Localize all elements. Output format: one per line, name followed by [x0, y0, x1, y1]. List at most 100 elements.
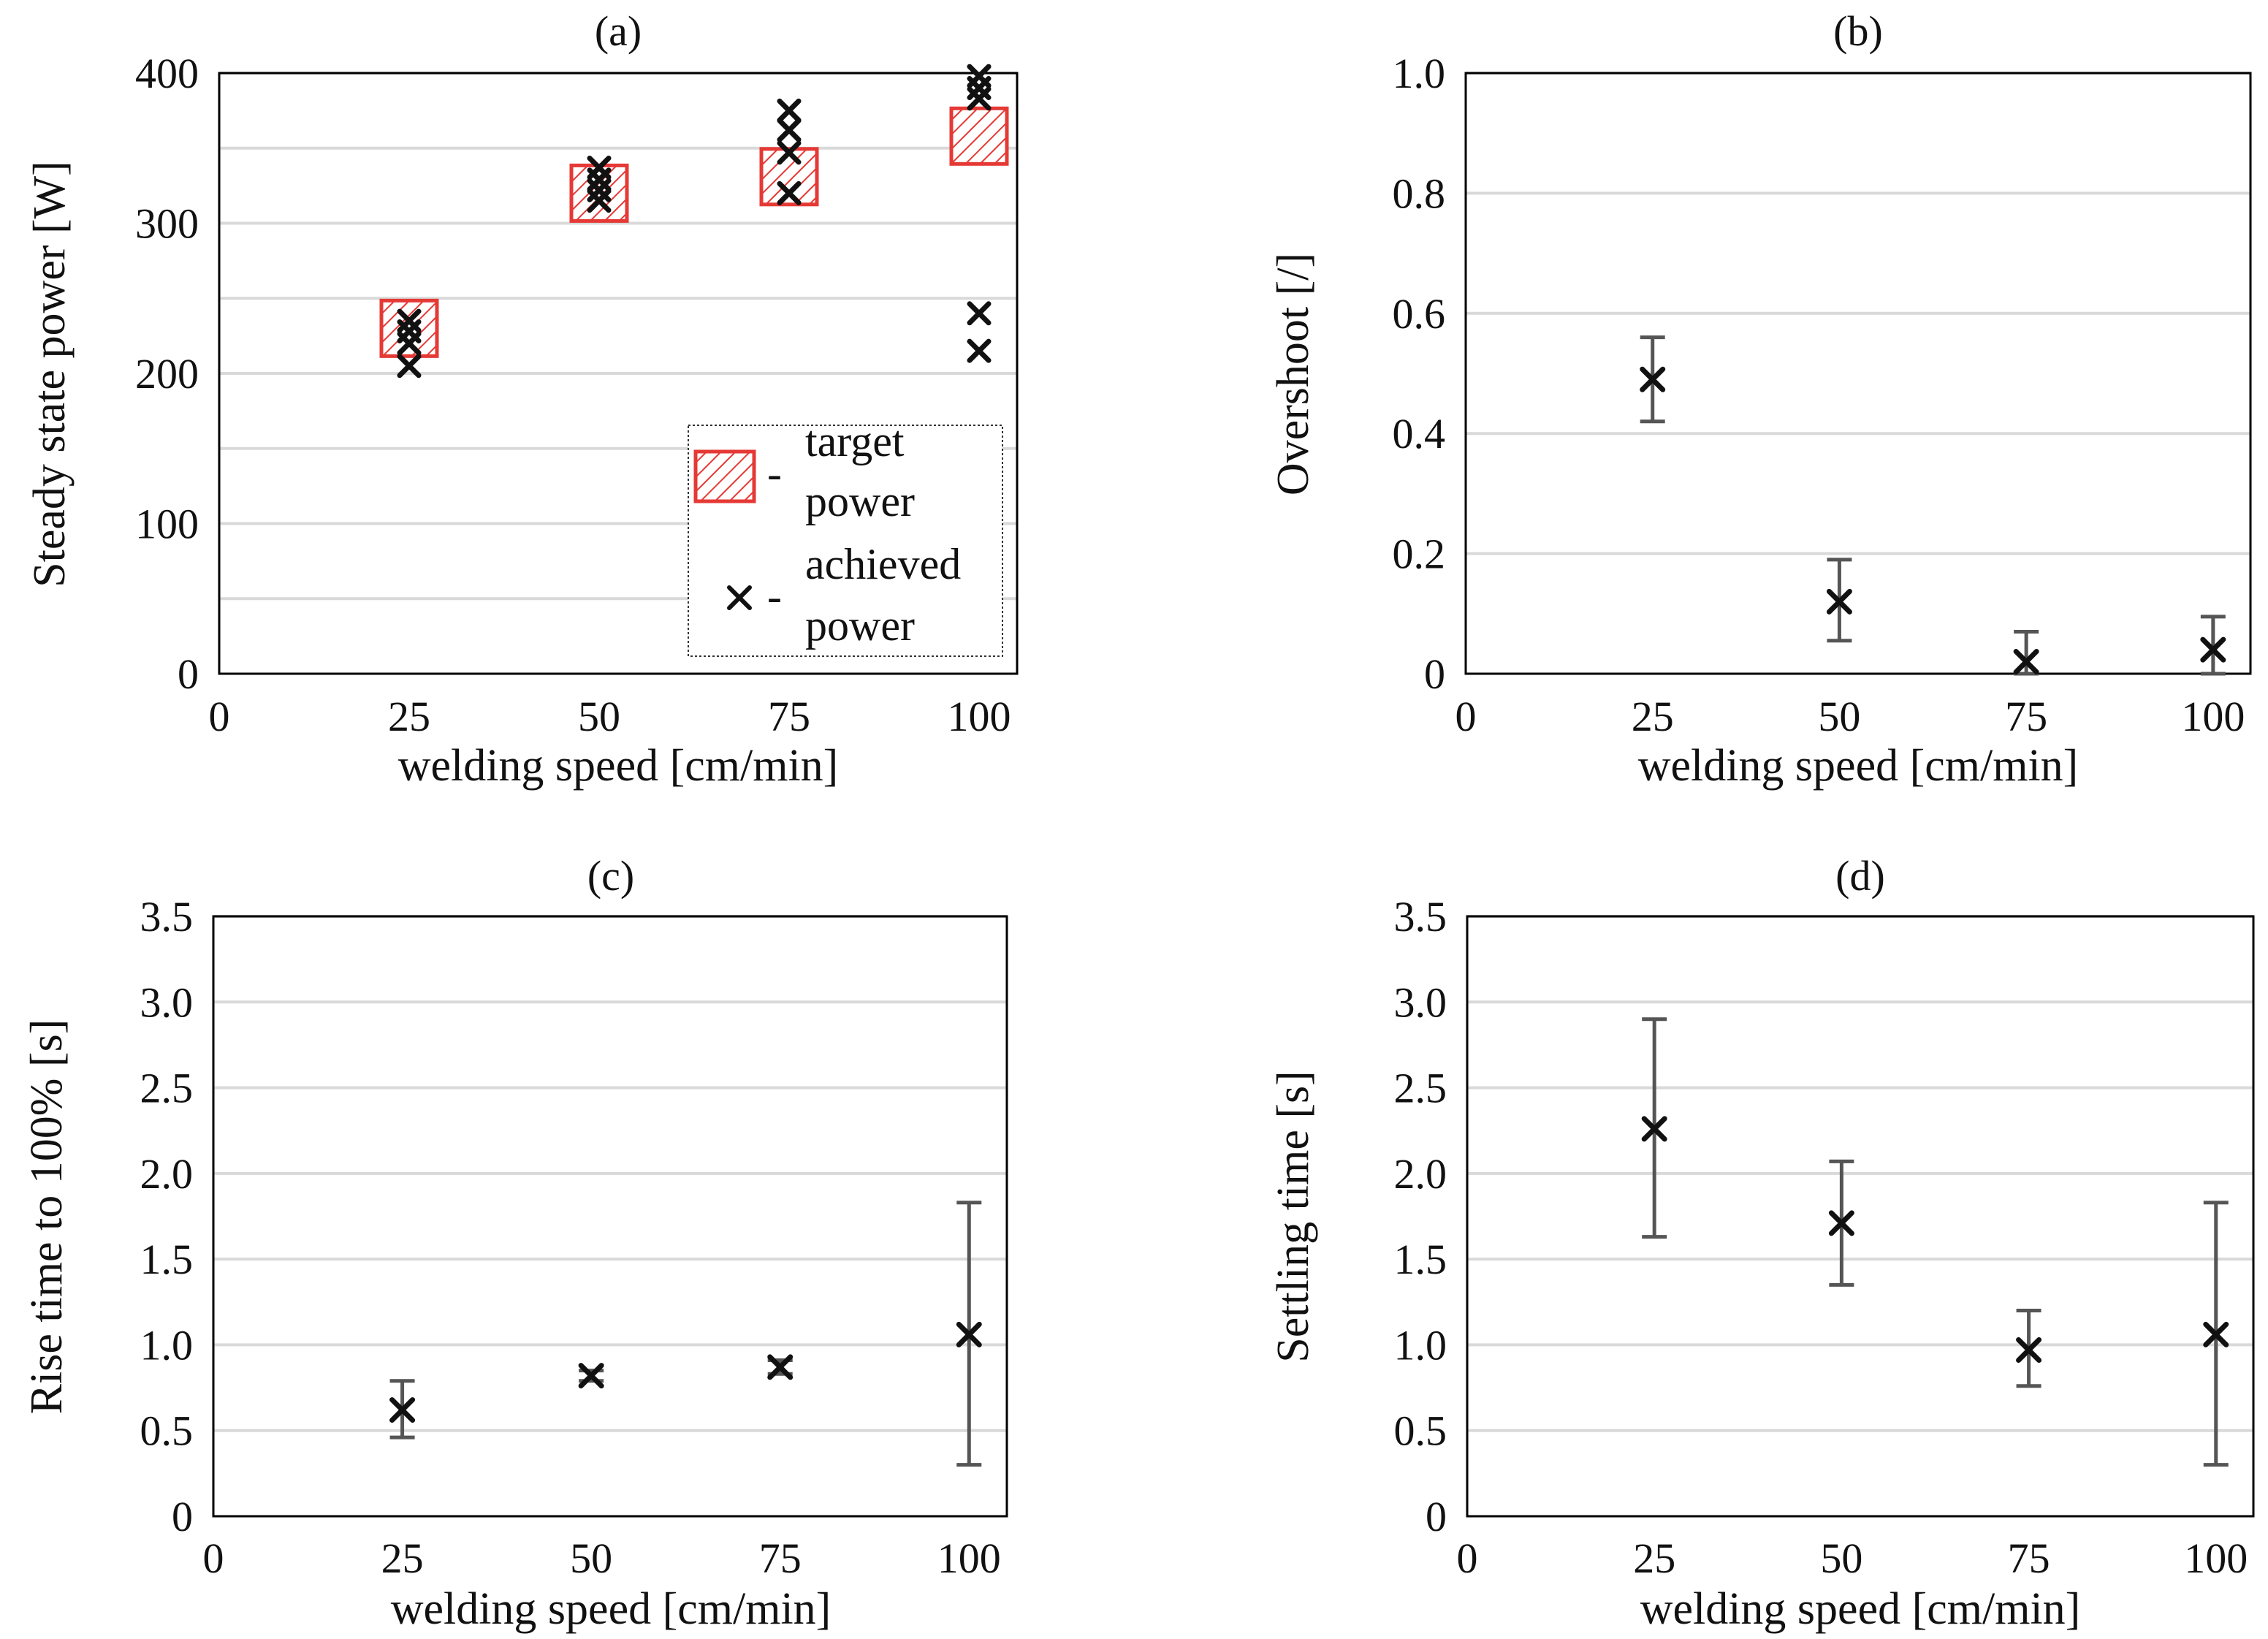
panel-d-y-tick-label: 0.5 [1394, 1407, 1447, 1455]
panel-b-y-tick-label: 0.6 [1393, 290, 1446, 338]
panel-b-y-tick-label: 0.8 [1393, 170, 1446, 217]
panel-d-y-tick-label: 3.5 [1394, 893, 1447, 940]
panel-c-y-ticks: 0 0.5 1.0 1.5 2.0 2.5 3.0 3.5 [140, 893, 194, 1540]
achieved-power-marker [777, 180, 802, 205]
panel-d-x-tick-label: 25 [1633, 1535, 1675, 1582]
panel-b-y-axis-title: Overshoot [/] [1268, 253, 1318, 495]
panel-b: (b) 0 0.2 0.4 0.6 0.8 1.0 0 25 50 75 100 welding … [1268, 7, 2252, 791]
panel-d-y-axis-title: Settling time [s] [1268, 1071, 1318, 1363]
panel-c-plot-frame [212, 915, 1008, 1518]
panel-a-x-tick-label: 50 [578, 693, 620, 740]
panel-c-y-tick-label: 2.0 [140, 1150, 194, 1198]
panel-d-title: (d) [1835, 852, 1885, 900]
legend-achieved-marker [727, 585, 752, 610]
panel-c-x-tick-label: 100 [937, 1535, 1001, 1582]
panel-b-gridlines [1466, 72, 2250, 555]
panel-a-y-axis-title: Steady state power [W] [25, 161, 75, 587]
achieved-power-marker [967, 86, 992, 111]
panel-c-gridlines [213, 915, 1007, 1432]
panel-a-plot-frame [218, 72, 1019, 675]
panel-b-data-marker [1826, 588, 1852, 615]
legend-target-line-2: power [805, 477, 915, 525]
legend-target-swatch [693, 449, 756, 503]
panel-c: (c) 0 0.5 1.0 1.5 2.0 2.5 3.0 3.5 0 25 50 75 100 we… [22, 852, 1008, 1634]
panel-c-data-marker [956, 1321, 982, 1347]
panel-d-x-ticks: 0 25 50 75 100 [1457, 1535, 2248, 1582]
panel-b-y-tick-label: 0.4 [1393, 410, 1446, 457]
panel-c-y-tick-label: 3.0 [140, 978, 194, 1026]
panel-b-x-tick-label: 100 [2181, 693, 2245, 740]
panel-d-data-marker [2203, 1321, 2229, 1347]
legend-achieved-line-1: achieved [805, 540, 961, 588]
panel-a-title: (a) [595, 7, 642, 55]
panel-a-target-boxes [379, 106, 1009, 358]
panel-c-y-tick-label: 0.5 [140, 1407, 194, 1455]
panel-c-x-tick-label: 25 [381, 1535, 424, 1582]
panel-a-x-ticks: 0 25 50 75 100 [209, 693, 1011, 740]
panel-b-plot-frame [1464, 72, 2252, 675]
panel-a-x-tick-label: 75 [768, 693, 810, 740]
panel-d-x-tick-label: 0 [1457, 1535, 1478, 1582]
panel-a-y-tick-label: 0 [178, 650, 199, 698]
panel-c-y-axis-title: Rise time to 100% [s] [22, 1019, 72, 1415]
achieved-power-marker [777, 98, 802, 123]
panel-c-x-axis-title: welding speed [cm/min] [391, 1584, 832, 1634]
legend-target-dash: - [767, 449, 782, 498]
achieved-power-marker [587, 189, 612, 213]
achieved-power-marker [397, 331, 422, 356]
panel-b-data-marker [2013, 649, 2039, 675]
achieved-power-marker [777, 140, 802, 165]
panel-a-legend: - target power - achieved power [688, 417, 1003, 657]
panel-d-gridlines [1467, 915, 2253, 1432]
panel-d-x-tick-label: 100 [2184, 1535, 2248, 1582]
achieved-power-marker [967, 301, 992, 326]
panel-c-y-tick-label: 0 [172, 1493, 193, 1540]
panel-b-data-marker [2200, 636, 2226, 663]
panel-c-x-tick-label: 75 [759, 1535, 802, 1582]
panel-d-y-tick-label: 2.0 [1394, 1150, 1447, 1198]
panel-d-y-tick-label: 1.5 [1394, 1236, 1447, 1283]
panel-d-data-marker [2016, 1336, 2042, 1363]
panel-b-y-tick-label: 0 [1424, 650, 1445, 698]
panel-c-y-tick-label: 3.5 [140, 893, 194, 940]
panel-a-y-tick-label: 400 [135, 50, 199, 97]
target-power-box [949, 106, 1009, 166]
panel-c-y-tick-label: 2.5 [140, 1065, 194, 1112]
panel-b-data-marker [1640, 366, 1666, 392]
panel-a-x-tick-label: 0 [209, 693, 230, 740]
panel-c-data-marker [578, 1363, 604, 1389]
panel-d-plot-frame [1466, 915, 2255, 1518]
target-power-box [759, 147, 819, 207]
panel-b-y-ticks: 0 0.2 0.4 0.6 0.8 1.0 [1393, 50, 1446, 698]
panel-b-error-bar [2200, 615, 2226, 676]
panel-d-y-tick-label: 0 [1426, 1493, 1447, 1540]
panel-c-y-tick-label: 1.0 [140, 1321, 194, 1369]
panel-d-y-tick-label: 1.0 [1394, 1321, 1447, 1369]
panel-c-points [389, 1201, 982, 1467]
panel-d-data-marker [1828, 1210, 1854, 1236]
panel-d-x-axis-title: welding speed [cm/min] [1640, 1584, 2081, 1634]
legend-achieved-line-2: power [805, 601, 915, 650]
panel-a-x-axis-title: welding speed [cm/min] [398, 741, 839, 791]
achieved-power-marker [967, 338, 992, 363]
panel-b-x-ticks: 0 25 50 75 100 [1455, 693, 2245, 740]
panel-b-y-tick-label: 1.0 [1393, 50, 1446, 97]
panel-a-y-tick-label: 300 [135, 200, 199, 248]
panel-c-data-marker [389, 1397, 416, 1423]
legend-achieved-dash: - [767, 572, 782, 620]
panel-c-x-tick-label: 50 [570, 1535, 612, 1582]
panel-b-error-bar [2014, 629, 2039, 676]
panel-a-gridlines [219, 72, 1017, 601]
panel-d-y-tick-label: 2.5 [1394, 1065, 1447, 1112]
panel-c-title: (c) [587, 852, 634, 900]
panel-d: (d) 0 0.5 1.0 1.5 2.0 2.5 3.0 3.5 0 25 50 75 100 we… [1268, 852, 2255, 1634]
panel-b-x-axis-title: welding speed [cm/min] [1638, 741, 2079, 791]
panel-a-y-ticks: 0 100 200 300 400 [135, 50, 199, 698]
panel-b-title: (b) [1833, 7, 1883, 55]
panel-c-x-ticks: 0 25 50 75 100 [203, 1535, 1001, 1582]
panel-a-x-tick-label: 100 [948, 693, 1011, 740]
panel-d-y-tick-label: 3.0 [1394, 978, 1447, 1026]
panel-b-x-tick-label: 75 [2005, 693, 2047, 740]
achieved-power-marker [777, 118, 802, 142]
